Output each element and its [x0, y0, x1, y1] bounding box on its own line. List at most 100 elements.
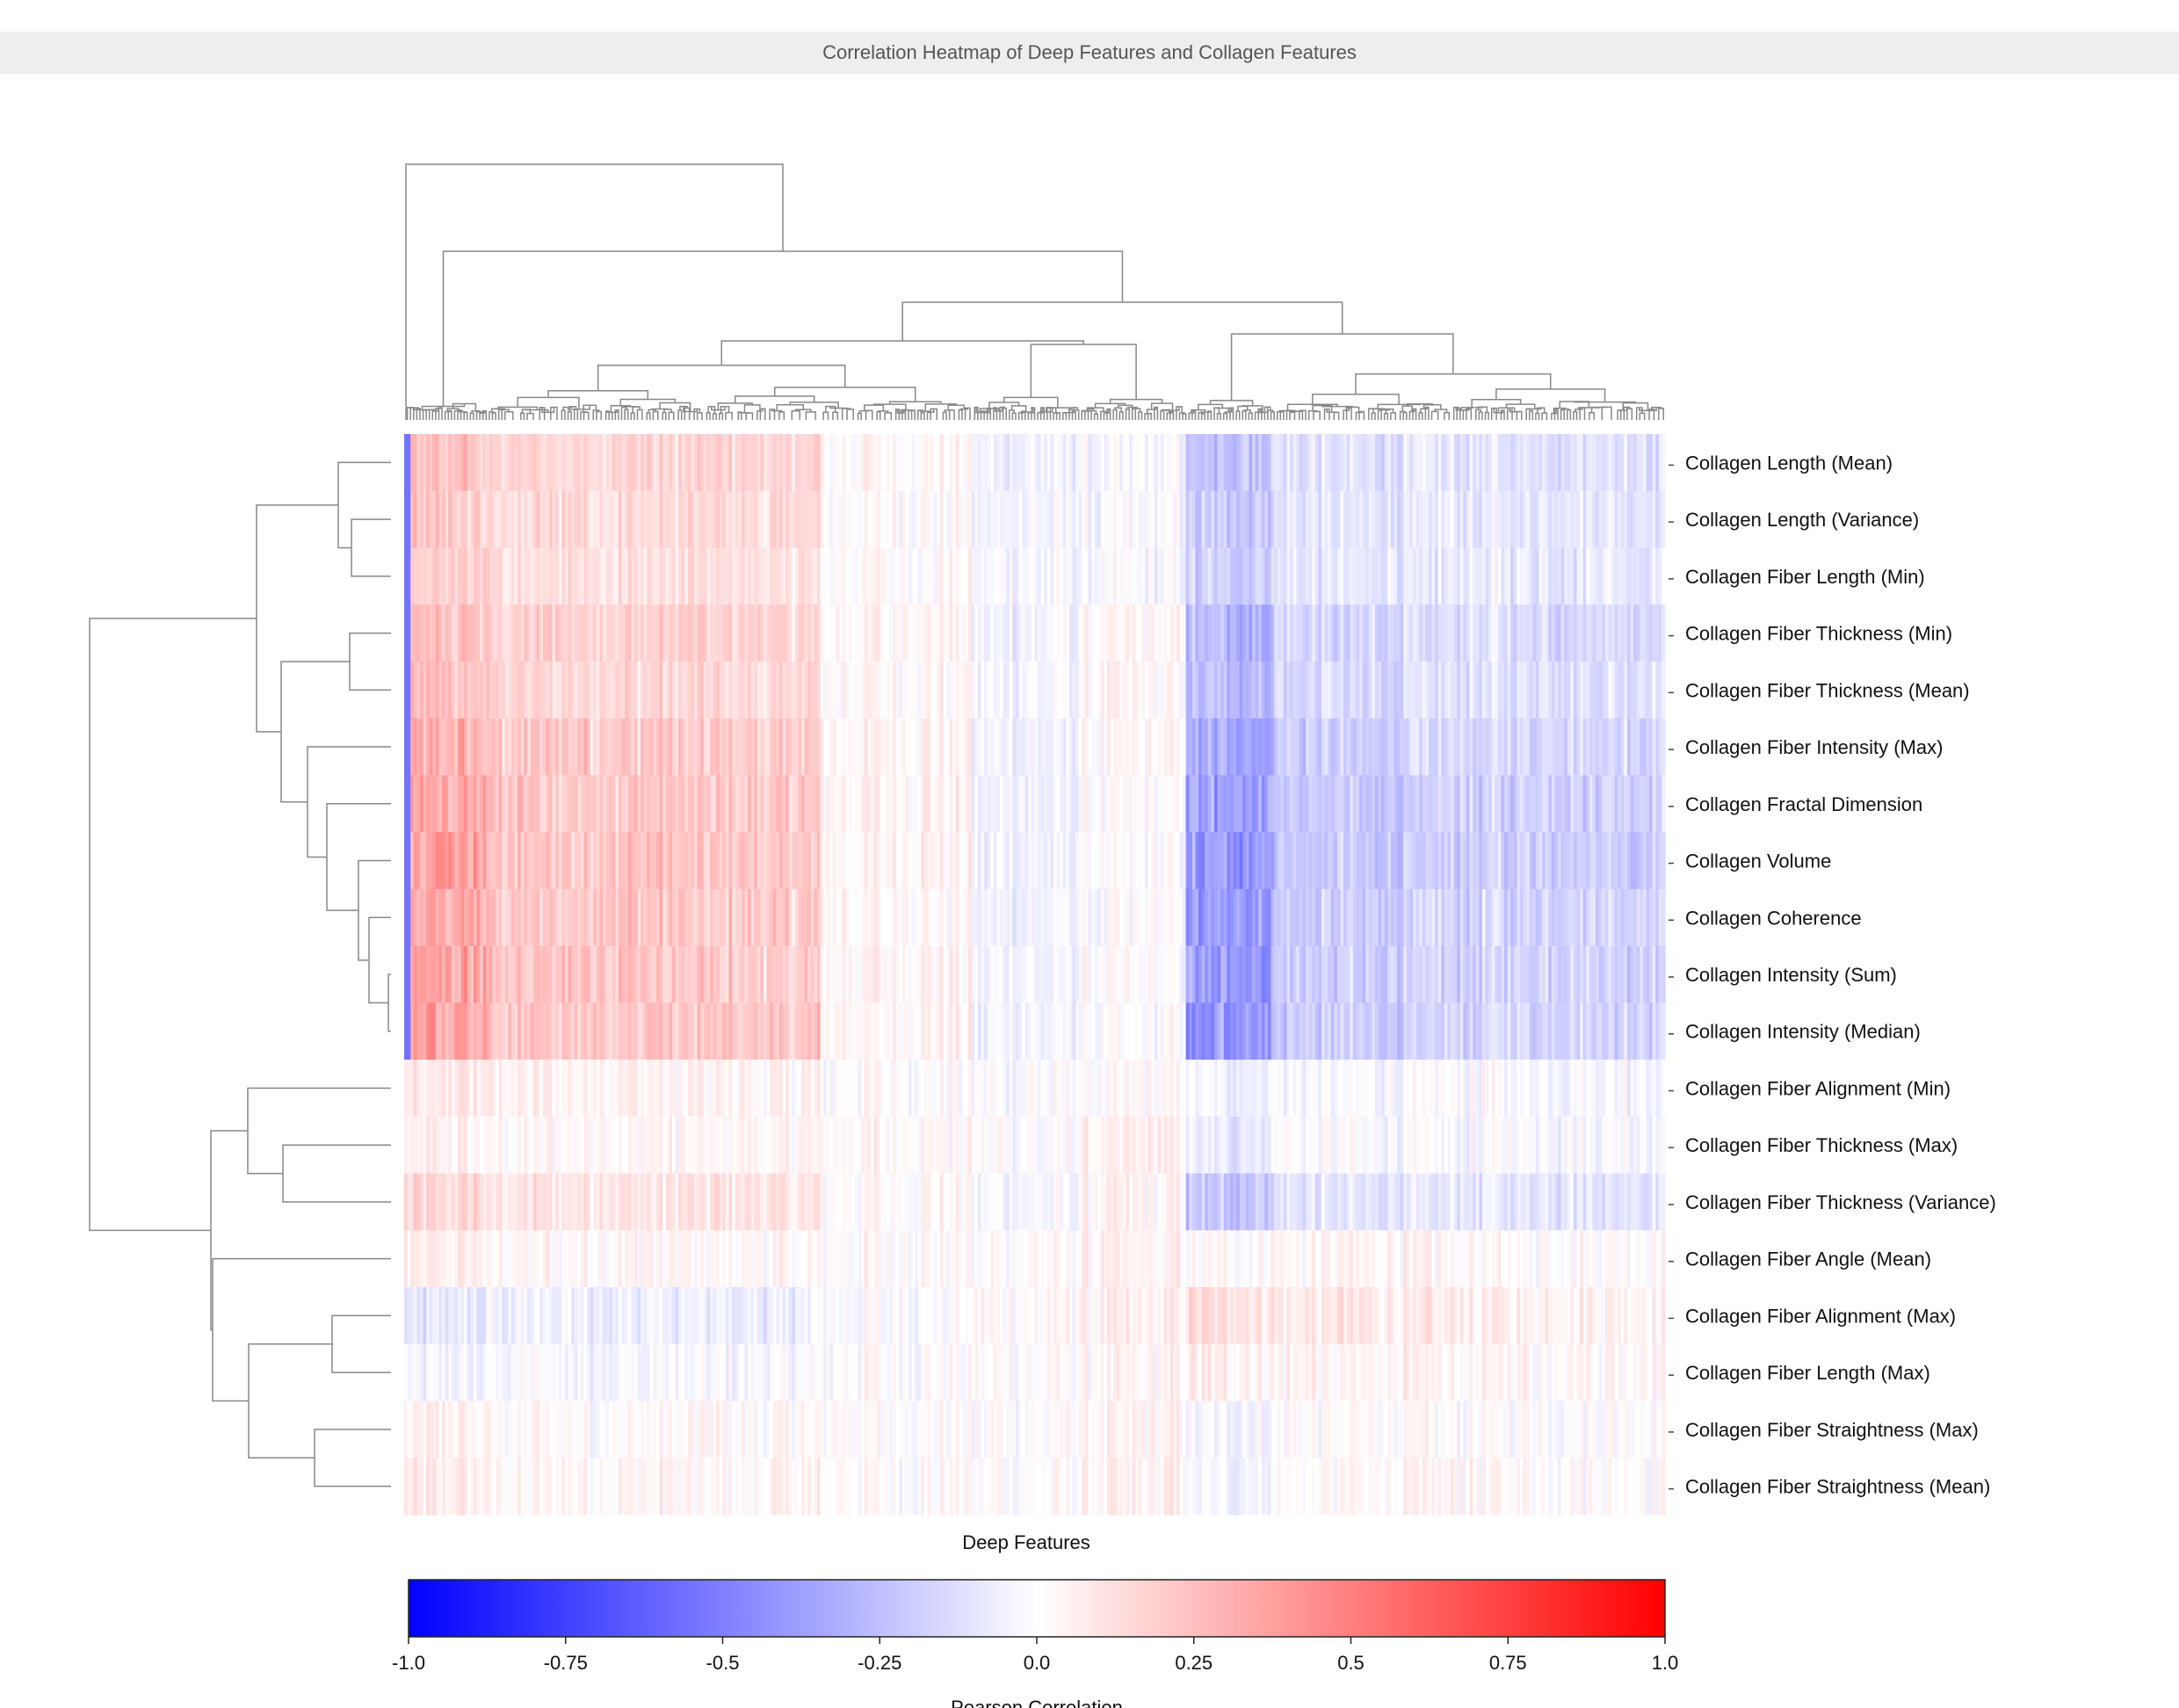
heatmap-cell — [684, 434, 689, 492]
heatmap-cell — [552, 718, 556, 777]
heatmap-cell — [1094, 604, 1098, 662]
heatmap-cell — [1233, 490, 1237, 549]
heatmap-cell — [965, 832, 969, 890]
heatmap-cell — [1183, 832, 1187, 890]
heatmap-cell — [1352, 1002, 1357, 1060]
heatmap-cell — [1517, 547, 1521, 605]
heatmap-cell — [577, 547, 582, 605]
heatmap-cell — [1312, 661, 1316, 720]
heatmap-cell — [1053, 888, 1058, 947]
heatmap-cell — [750, 718, 755, 777]
heatmap-cell — [1028, 547, 1032, 605]
column-dendrogram-link — [794, 409, 812, 412]
heatmap-cell — [1233, 718, 1237, 777]
heatmap-cell — [1624, 490, 1628, 549]
heatmap-cell — [641, 832, 645, 890]
heatmap-cell — [1245, 604, 1250, 662]
heatmap-cell — [1031, 888, 1036, 947]
heatmap-cell — [1277, 490, 1281, 549]
heatmap-cell — [911, 1002, 916, 1060]
heatmap-cell — [1580, 547, 1584, 605]
heatmap-cell — [1034, 832, 1039, 890]
heatmap-cell — [858, 1060, 862, 1118]
heatmap-cell — [1267, 945, 1272, 1003]
heatmap-cell — [1308, 434, 1313, 492]
heatmap-cell — [855, 604, 859, 662]
heatmap-cell — [1097, 1002, 1102, 1060]
heatmap-cell — [1602, 661, 1606, 720]
heatmap-cell — [1183, 1002, 1187, 1060]
heatmap-cell — [901, 604, 907, 662]
heatmap-cell — [1466, 604, 1471, 662]
heatmap-cell — [1352, 547, 1357, 605]
heatmap-cell — [1488, 718, 1493, 777]
heatmap-cell — [1191, 945, 1197, 1003]
heatmap-cell — [1233, 604, 1237, 662]
heatmap-cell — [1431, 832, 1436, 890]
heatmap-cell — [1497, 547, 1502, 605]
heatmap-cell — [508, 490, 512, 549]
heatmap-cell — [659, 434, 663, 492]
heatmap-cell — [776, 547, 780, 605]
heatmap-cell — [961, 832, 966, 890]
heatmap-cell — [1135, 718, 1140, 777]
heatmap-cell — [858, 718, 862, 777]
heatmap-cell — [1141, 547, 1146, 605]
heatmap-cell — [1233, 775, 1237, 833]
heatmap-cell — [1245, 661, 1250, 720]
heatmap-cell — [486, 1060, 490, 1118]
heatmap-cell — [691, 604, 695, 662]
heatmap-cell — [1459, 490, 1464, 549]
heatmap-cell — [873, 547, 878, 605]
heatmap-cell — [990, 1002, 995, 1060]
heatmap-cell — [1062, 434, 1067, 492]
heatmap-cell — [1082, 1002, 1086, 1060]
heatmap-cell — [580, 1002, 585, 1060]
heatmap-cell — [1567, 547, 1571, 605]
heatmap-cell — [1015, 490, 1020, 549]
heatmap-cell — [1119, 832, 1124, 890]
heatmap-cell — [984, 945, 988, 1003]
column-dendrogram-link — [805, 411, 816, 420]
heatmap-cell — [1611, 604, 1616, 662]
heatmap-cell — [1138, 945, 1143, 1003]
heatmap-cell — [974, 1060, 979, 1118]
heatmap-cell — [927, 1002, 931, 1060]
heatmap-cell — [873, 1060, 878, 1118]
heatmap-cell — [1062, 718, 1067, 777]
heatmap-cell — [1191, 490, 1197, 549]
heatmap-cell — [1403, 547, 1408, 605]
heatmap-cell — [886, 775, 891, 833]
heatmap-cell — [489, 1060, 494, 1118]
heatmap-cell — [1161, 490, 1165, 549]
heatmap-cell — [933, 1060, 937, 1118]
heatmap-cell — [1378, 718, 1382, 777]
heatmap-cell — [1318, 434, 1322, 492]
heatmap-cell — [778, 945, 784, 1003]
heatmap-cell — [937, 490, 941, 549]
heatmap-cell — [1633, 490, 1638, 549]
heatmap-cell — [1507, 888, 1511, 947]
heatmap-cell — [1129, 1060, 1133, 1118]
column-dendrogram-link — [1333, 411, 1340, 420]
heatmap-cell — [669, 661, 673, 720]
heatmap-cell — [801, 490, 806, 549]
heatmap-cell — [1138, 775, 1143, 833]
heatmap-cell — [1018, 775, 1023, 833]
heatmap-cell — [1220, 718, 1225, 777]
heatmap-cell — [1034, 434, 1039, 492]
heatmap-cell — [1314, 945, 1319, 1003]
heatmap-cell — [410, 604, 415, 662]
heatmap-cell — [839, 490, 843, 549]
heatmap-cell — [826, 490, 830, 549]
heatmap-cell — [955, 547, 959, 605]
heatmap-cell — [530, 547, 534, 605]
heatmap-cell — [1006, 945, 1010, 1003]
heatmap-cell — [1097, 661, 1102, 720]
heatmap-cell — [877, 547, 881, 605]
heatmap-cell — [1529, 661, 1533, 720]
heatmap-cell — [533, 547, 538, 605]
heatmap-cell — [952, 490, 957, 549]
heatmap-cell — [526, 775, 532, 833]
heatmap-cell — [981, 888, 985, 947]
